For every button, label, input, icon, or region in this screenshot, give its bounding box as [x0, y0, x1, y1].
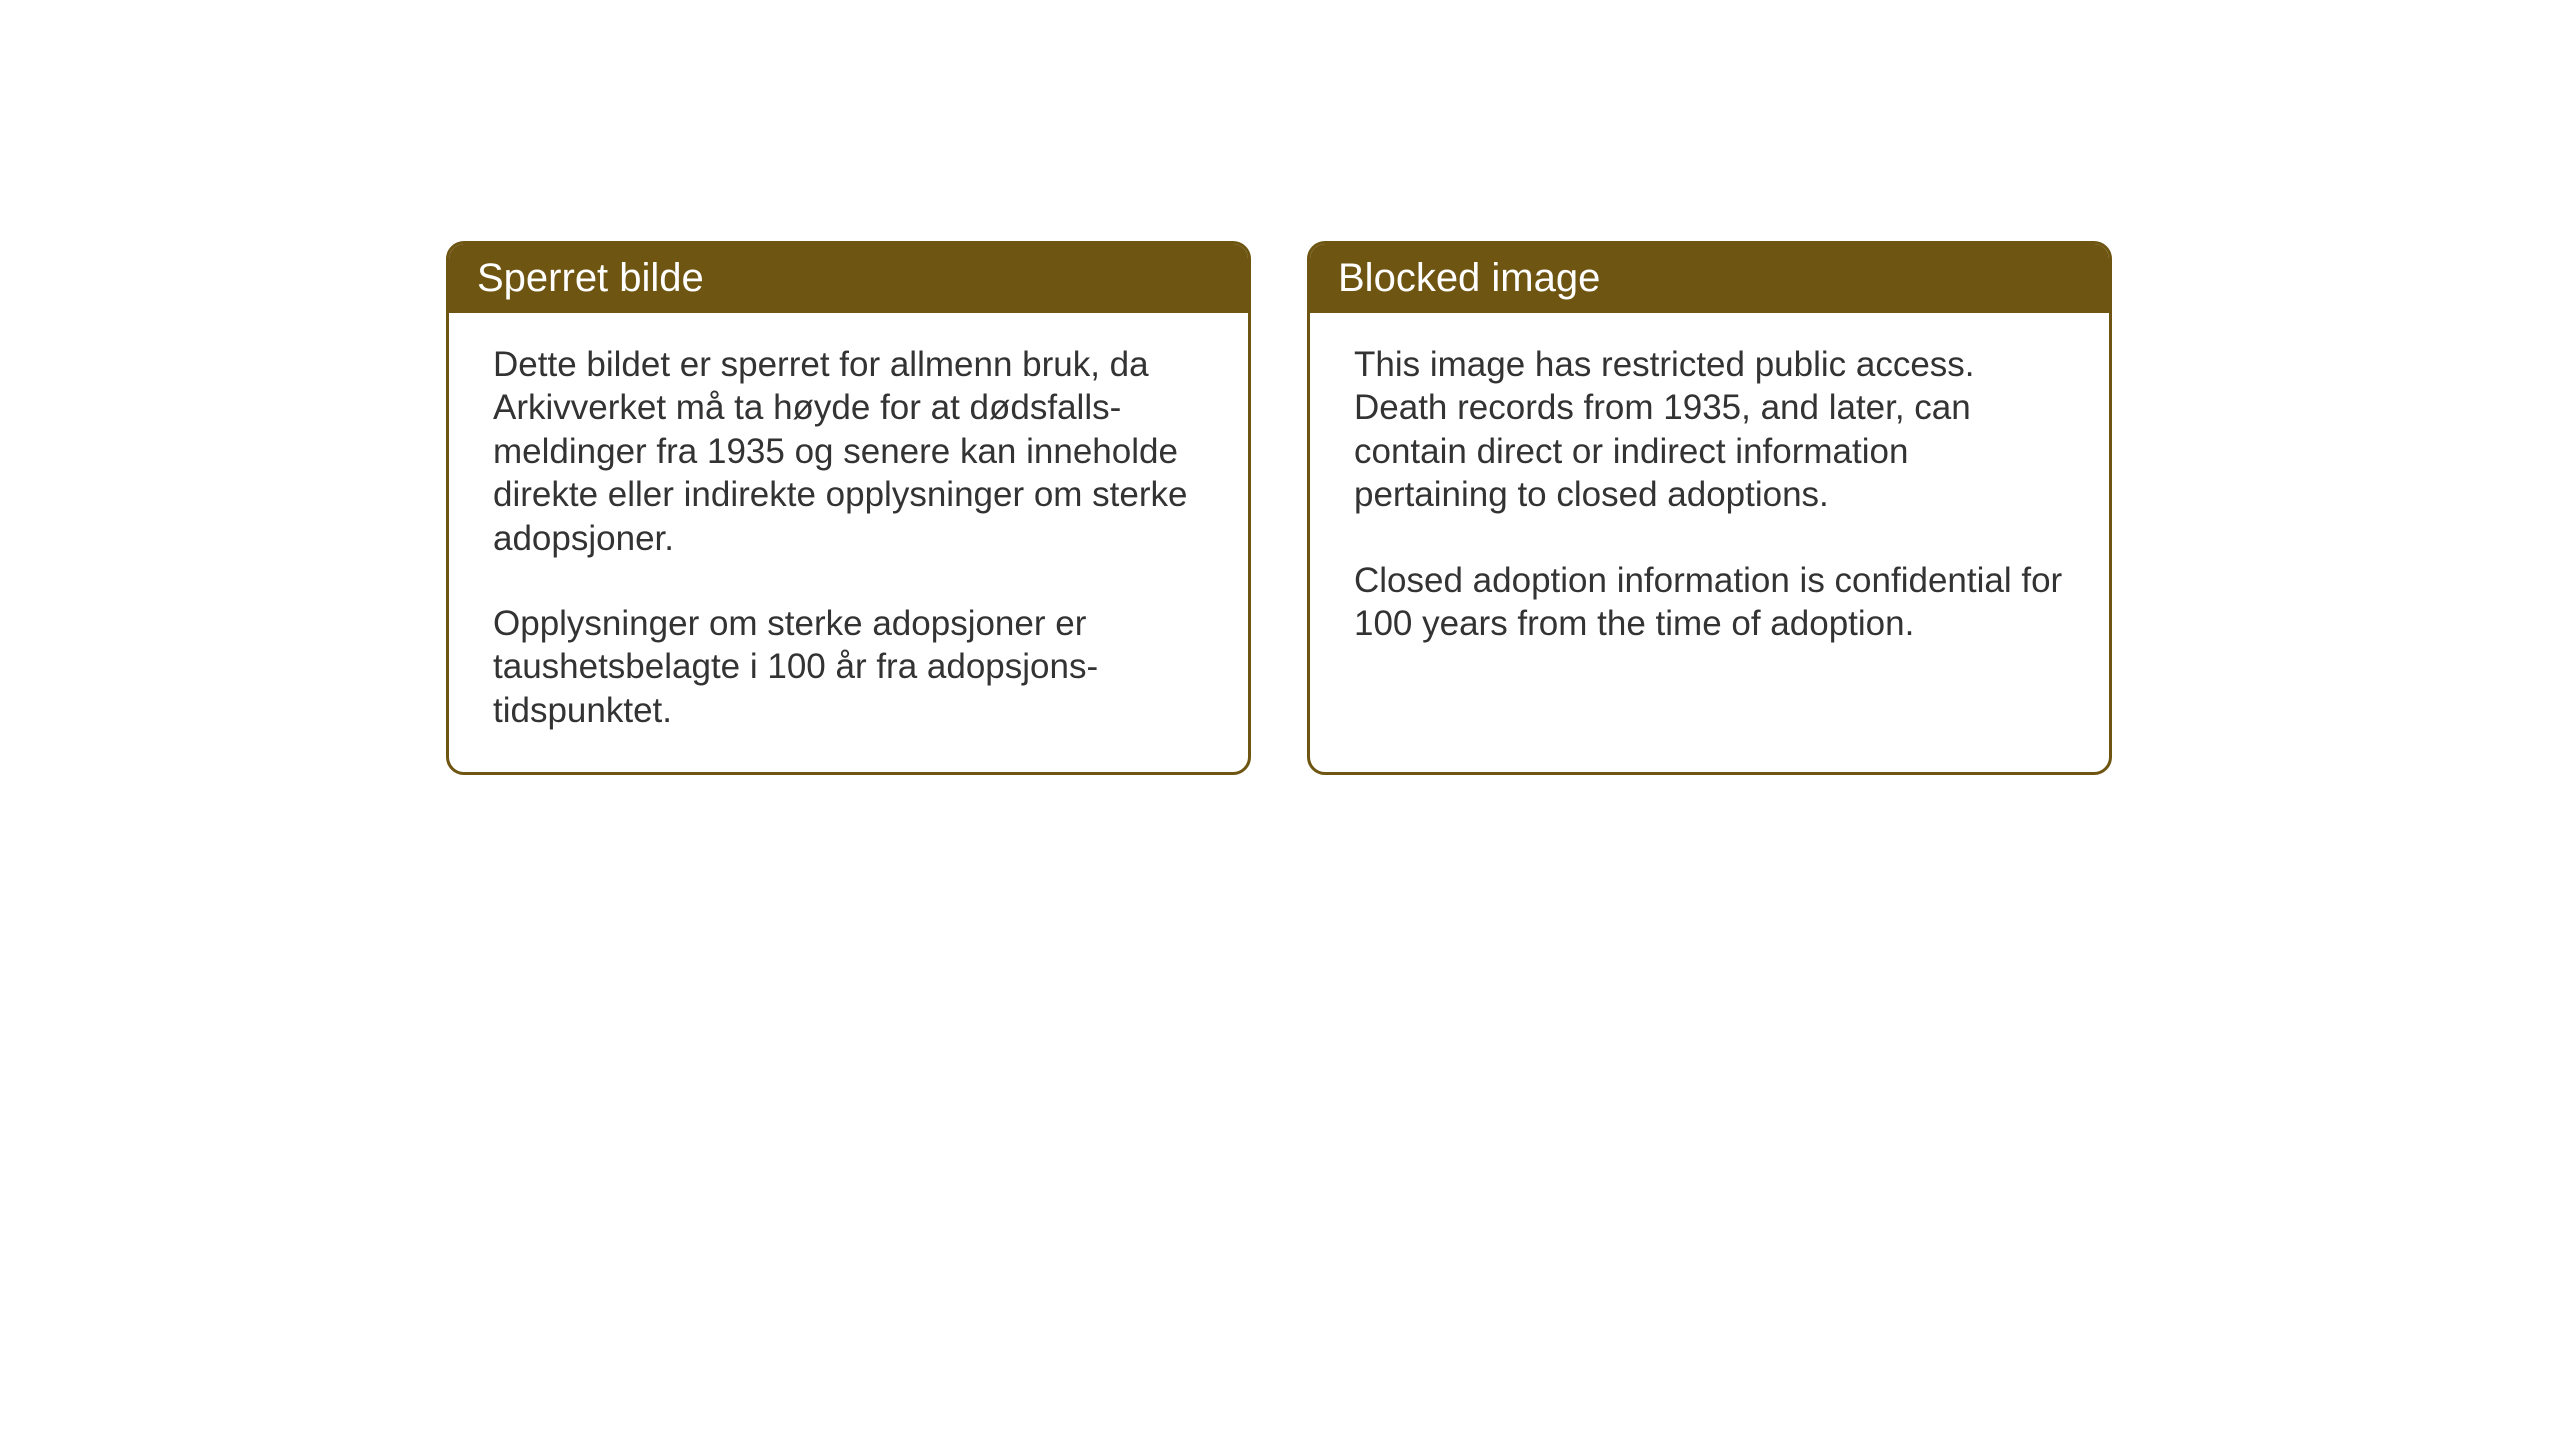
notice-card-norwegian: Sperret bilde Dette bildet er sperret fo… — [446, 241, 1251, 775]
card-paragraph-2-norwegian: Opplysninger om sterke adopsjoner er tau… — [493, 602, 1204, 732]
card-body-norwegian: Dette bildet er sperret for allmenn bruk… — [449, 313, 1248, 772]
card-paragraph-2-english: Closed adoption information is confident… — [1354, 559, 2065, 646]
card-paragraph-1-norwegian: Dette bildet er sperret for allmenn bruk… — [493, 343, 1204, 560]
card-header-norwegian: Sperret bilde — [449, 244, 1248, 313]
card-title-norwegian: Sperret bilde — [477, 256, 704, 300]
notice-container: Sperret bilde Dette bildet er sperret fo… — [446, 241, 2112, 775]
card-title-english: Blocked image — [1338, 256, 1600, 300]
card-body-english: This image has restricted public access.… — [1310, 313, 2109, 685]
notice-card-english: Blocked image This image has restricted … — [1307, 241, 2112, 775]
card-paragraph-1-english: This image has restricted public access.… — [1354, 343, 2065, 517]
card-header-english: Blocked image — [1310, 244, 2109, 313]
